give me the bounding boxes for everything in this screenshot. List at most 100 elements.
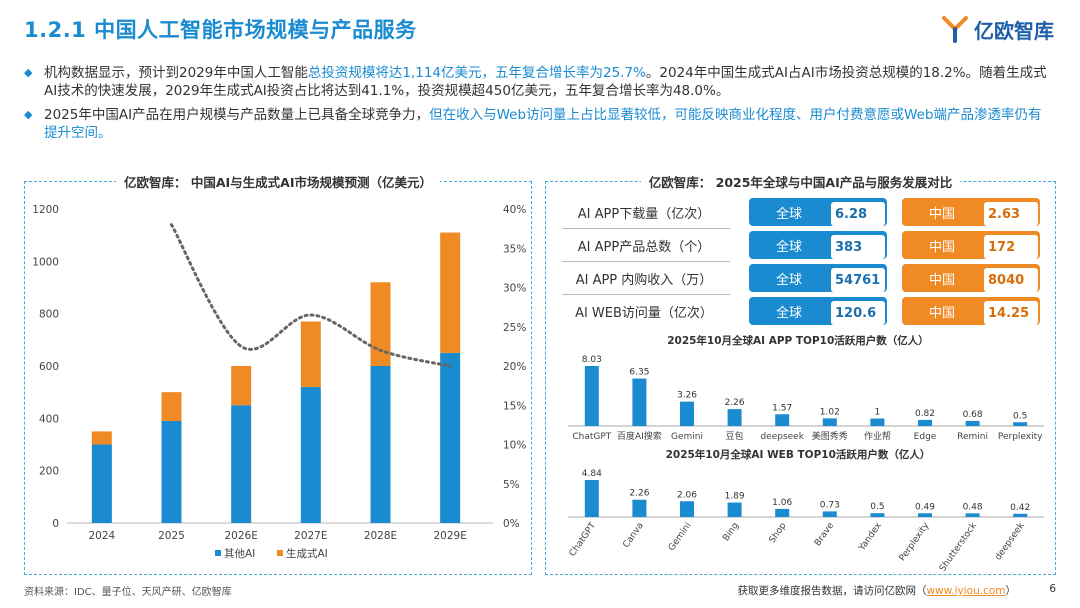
value-label: 4.84 [582,469,602,479]
y2-tick-label: 0% [503,518,520,530]
bar-other-ai [91,444,112,523]
category-label: Perplexity [998,432,1043,442]
y-tick-label: 0 [52,518,59,530]
bar [870,513,885,517]
china-tag: 中国 [928,272,955,288]
china-value: 8040 [984,268,1038,292]
y2-tick-label: 40% [503,204,526,216]
category-label: deepseek [760,432,804,442]
bar [1013,422,1028,426]
bar [584,366,599,426]
bar-gen-ai [370,282,391,366]
value-label: 0.68 [963,410,983,420]
bar [680,501,694,517]
bar [965,513,980,517]
stat-label: AI WEB访问量（亿次） [575,305,713,321]
website-link[interactable]: www.iyiou.com [926,585,1006,597]
source-note: 资料来源：IDC、量子位、天风产研、亿欧智库 [24,587,232,598]
bar [727,502,742,517]
bullet-2-highlight: 但在收入与Web访问量上占比显著较低，可能反映商业化程度、用户付费意愿或Web端… [44,107,1042,141]
y2-tick-label: 15% [503,400,526,412]
summary-bullets: ◆ 机构数据显示，预计到2029年中国人工智能总投资规模将达1,114亿美元，五… [24,64,1054,148]
bar [680,401,694,426]
china-stat-pill: 中国 14.25 [902,297,1040,325]
x-tick-label: 2028E [364,530,397,542]
china-stat-pill: 中国 8040 [902,264,1040,292]
y2-tick-label: 5% [503,479,520,491]
y-tick-label: 1200 [32,204,59,216]
logo: 亿欧智库 [940,14,1054,44]
china-value: 172 [984,235,1038,259]
bar [775,414,790,426]
category-label: Canva [621,521,645,550]
global-stat-pill: 全球 54761 [749,264,887,292]
value-label: 3.26 [677,391,697,401]
value-label: 2.06 [677,490,697,500]
stat-label: AI APP 内购收入（万） [575,272,713,288]
bar-other-ai [300,386,321,523]
value-label: 0.82 [915,409,935,419]
x-tick-label: 2026E [224,530,257,542]
bar [918,513,932,517]
category-label: Gemini [671,432,703,442]
page-title: 1.2.1 中国人工智能市场规模与产品服务 [24,18,417,42]
china-stat-pill: 中国 2.63 [902,198,1040,226]
bar [870,418,885,426]
y2-tick-label: 25% [503,322,526,334]
bar [822,511,837,517]
stat-row: AI APP产品总数（个） [554,230,734,260]
bar-gen-ai [91,431,112,445]
category-label: Gemini [667,521,694,553]
bar [632,378,647,426]
global-tag: 全球 [775,239,802,255]
share-trend-line [170,223,452,368]
bullet-2: ◆ 2025年中国AI产品在用户规模与产品数量上已具备全球竞争力，但在收入与We… [24,106,1054,142]
y-tick-label: 1000 [32,256,59,268]
global-tag: 全球 [775,305,802,321]
value-label: 1.06 [772,498,792,508]
app-top10-chart: 2025年10月全球AI APP TOP10活跃用户数（亿人） 8.03 ChatG… [568,334,1044,442]
global-stat-pill: 全球 383 [749,231,887,259]
bullet-1-highlight: 总投资规模将达1,114亿美元，五年复合增长率为25.7% [307,65,646,81]
bar [1013,513,1028,517]
market-size-panel: 亿欧智库： 中国AI与生成式AI市场规模预测（亿美元） 0 200 400 600 80… [24,175,532,575]
bar-gen-ai [161,392,182,421]
y-tick-label: 600 [39,361,59,373]
bar [775,508,790,517]
stat-divider [562,261,730,262]
y-tick-label: 400 [39,413,59,425]
category-label: 作业帮 [864,430,891,442]
legend-swatch [215,550,221,556]
x-tick-label: 2024 [88,530,115,542]
value-label: 0.5 [870,502,884,512]
category-label: 百度AI搜索 [617,430,662,442]
category-label: 美图秀秀 [812,430,848,442]
china-stat-pill: 中国 172 [902,231,1040,259]
category-label: Shutterstock [938,520,980,572]
category-label: Bing [721,521,741,543]
bullet-1: ◆ 机构数据显示，预计到2029年中国人工智能总投资规模将达1,114亿美元，五… [24,64,1054,100]
bar-other-ai [370,366,391,523]
bar-gen-ai [440,232,461,353]
category-label: Remini [957,432,988,442]
y-tick-label: 800 [39,309,59,321]
stat-label: AI APP产品总数（个） [577,239,711,255]
bar-gen-ai [300,321,321,387]
x-tick-label: 2029E [433,530,466,542]
bar [727,409,742,426]
value-label: 0.5 [1013,411,1027,421]
china-value: 2.63 [984,202,1038,226]
more-info-text: 获取更多维度报告数据，请访问亿欧网（ [737,585,927,597]
global-value: 383 [831,235,885,259]
page-number: 6 [1049,583,1056,595]
more-info: 获取更多维度报告数据，请访问亿欧网（www.iyiou.com） [737,583,1016,598]
value-label: 1.02 [820,407,840,417]
y2-tick-label: 20% [503,361,526,373]
value-label: 0.49 [915,502,935,512]
bar-other-ai [231,405,252,523]
legend-label: 生成式AI [286,547,328,560]
diamond-icon: ◆ [24,108,33,121]
category-label: Edge [914,432,937,442]
global-stat-pill: 全球 6.28 [749,198,887,226]
more-info-close: ） [1005,585,1017,597]
